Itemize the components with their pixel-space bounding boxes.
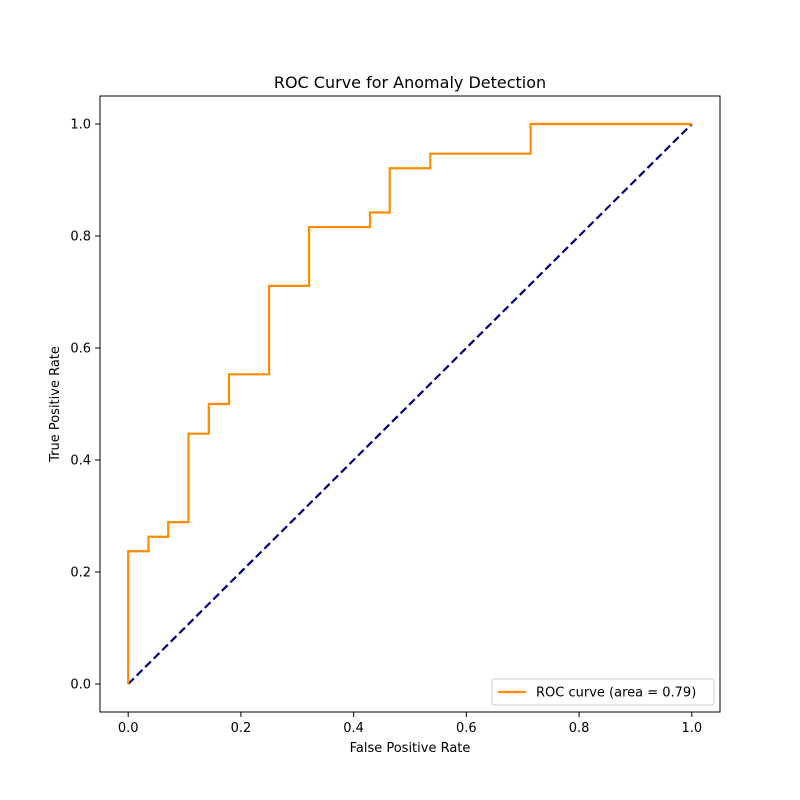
chance-diagonal-line [127, 123, 693, 685]
x-tick-label: 0.0 [118, 721, 139, 736]
y-tick-label: 0.8 [70, 230, 91, 245]
y-tick-label: 0.6 [70, 342, 91, 357]
legend-label: ROC curve (area = 0.79) [536, 686, 696, 701]
y-axis-title: True Positive Rate [48, 346, 63, 463]
plot-area-frame [99, 95, 721, 713]
series-layer [127, 122, 693, 685]
legend: ROC curve (area = 0.79) [491, 678, 715, 706]
x-axis-ticks: 0.0 0.2 0.4 0.6 0.8 1.0 [118, 712, 702, 736]
x-tick-label: 0.8 [569, 721, 590, 736]
y-tick-label: 0.2 [70, 566, 91, 581]
x-axis-title: False Positive Rate [350, 741, 471, 756]
y-tick-label: 1.0 [70, 118, 91, 133]
roc-curve-line [127, 122, 692, 684]
x-tick-label: 0.6 [456, 721, 477, 736]
x-tick-label: 1.0 [681, 721, 702, 736]
chart-title: ROC Curve for Anomaly Detection [274, 73, 546, 92]
y-tick-label: 0.4 [70, 454, 91, 469]
x-tick-label: 0.4 [343, 721, 364, 736]
y-axis-ticks: 0.0 0.2 0.4 0.6 0.8 1.0 [70, 118, 100, 693]
legend-box [491, 678, 715, 706]
x-tick-label: 0.2 [231, 721, 252, 736]
y-tick-label: 0.0 [70, 678, 91, 693]
